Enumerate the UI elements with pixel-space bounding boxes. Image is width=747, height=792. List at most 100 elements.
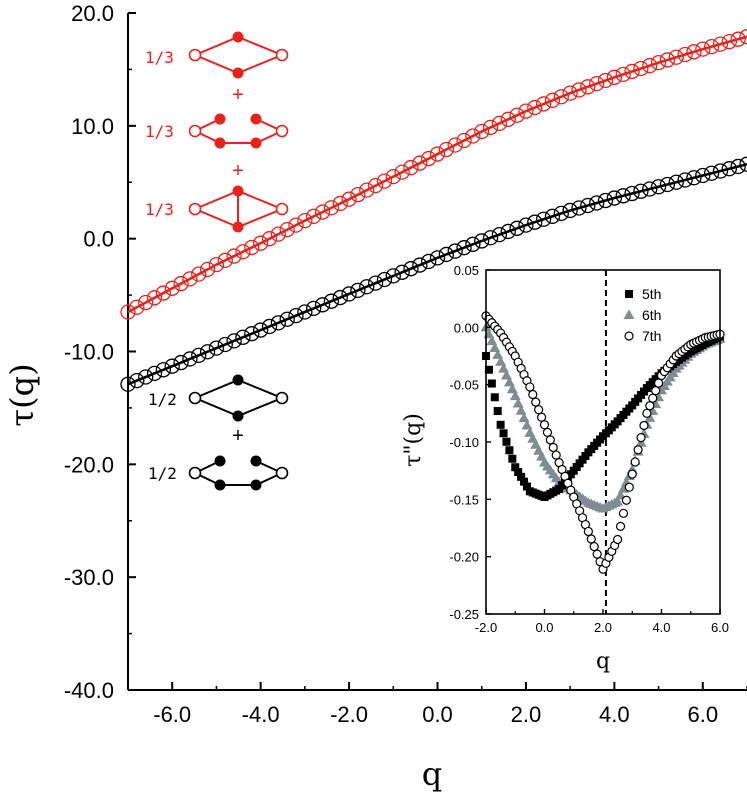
- inset-7th-point: [651, 386, 661, 396]
- series-black-point: [500, 223, 516, 240]
- atom-filled: [232, 374, 244, 386]
- series-red-point: [562, 85, 578, 101]
- atom-filled: [214, 479, 226, 491]
- bond-path: [192, 460, 285, 486]
- main-axes: [127, 12, 747, 691]
- inset-y-axis-title: τ"(q): [401, 413, 426, 467]
- series-black-point: [146, 365, 163, 382]
- atom-filled: [232, 67, 244, 79]
- series-black-point: [695, 167, 711, 184]
- series-black-point: [438, 246, 454, 263]
- series-black-point: [164, 358, 180, 374]
- series-black-point: [288, 307, 304, 324]
- series-black-point: [615, 188, 631, 204]
- inset-7th-point: [531, 397, 541, 407]
- series-black-point: [350, 282, 366, 298]
- series-black-point: [739, 156, 747, 172]
- series-red-point: [208, 256, 225, 273]
- inset-5th-point: [499, 429, 508, 438]
- series-black-point: [403, 261, 419, 277]
- series-red-point: [597, 72, 614, 89]
- series-red-point: [306, 208, 322, 224]
- series-red-point: [138, 294, 154, 311]
- series-black-point: [686, 170, 702, 186]
- series-red-point: [226, 248, 242, 264]
- inset-y-tick-label: -0.10: [449, 435, 479, 450]
- series-black-point: [332, 289, 348, 306]
- series-red-point: [270, 226, 286, 242]
- series-black-point: [597, 192, 614, 209]
- inset-7th-point: [525, 382, 535, 392]
- series-black-point: [252, 322, 269, 338]
- series-black-point: [553, 205, 569, 222]
- inset-y-tick-label: -0.20: [449, 550, 479, 565]
- series-red-point: [633, 60, 649, 77]
- plus-sign: +: [232, 160, 244, 182]
- inset-7th-point: [645, 401, 655, 411]
- series-red-point: [624, 63, 640, 80]
- fraction-label: 1/3: [145, 122, 174, 141]
- series-red-point: [350, 187, 366, 203]
- series-red-point: [244, 239, 260, 256]
- series-black-point: [270, 315, 286, 331]
- inset-5th-point: [484, 365, 493, 374]
- inset-x-tick-label: 6.0: [711, 620, 729, 635]
- atom-open: [188, 48, 202, 62]
- inset-5th-point: [520, 477, 529, 486]
- main-tick-labels: -6.0 -4.0 -2.0 0.0 2.0 4.0 6.0 -40.0 -30.0 -20.0 -…: [64, 1, 718, 727]
- atom-filled: [232, 185, 244, 197]
- inset-6th-point: [612, 496, 624, 506]
- inset-legend: 5th 6th 7th: [623, 286, 661, 344]
- series-black-point: [279, 311, 295, 327]
- series-red-point: [314, 204, 331, 220]
- molecule-diagram: [188, 31, 289, 79]
- atom-filled: [214, 455, 226, 467]
- inset-y-tick-label: 0.00: [454, 320, 479, 335]
- inset-6th-point: [512, 397, 524, 408]
- inset-7th-point: [583, 526, 593, 537]
- inset-6th-point: [492, 349, 504, 359]
- series-red-point: [279, 221, 295, 238]
- series-red-point: [730, 31, 746, 47]
- series-red-point: [421, 150, 437, 167]
- atom-open: [275, 48, 289, 62]
- series-black-point: [226, 333, 242, 349]
- series-red-point: [412, 155, 428, 171]
- molecule-diagram: [188, 374, 289, 422]
- legend-label-6th: 6th: [642, 307, 661, 323]
- series-black-point: [235, 329, 251, 345]
- main-x-tick-label: 6.0: [687, 702, 718, 727]
- atom-filled: [232, 221, 244, 233]
- inset-7th-point: [548, 442, 558, 453]
- series-black-point: [199, 344, 216, 360]
- atom-open: [275, 124, 289, 138]
- series-black-point: [535, 211, 552, 227]
- inset-6th-point: [495, 356, 507, 366]
- series-black-point: [571, 200, 587, 216]
- atom-open: [275, 202, 289, 216]
- inset-tick-labels: -2.0 0.0 2.0 4.0 6.0 0.05 0.00 -0.05 -0.10 -0.15 -…: [449, 263, 729, 635]
- inset-x-tick-label: 4.0: [652, 620, 670, 635]
- inset-6th-point: [515, 405, 527, 415]
- main-y-tick-label: 20.0: [71, 1, 114, 26]
- series-red-point: [403, 159, 419, 176]
- series-red-point: [341, 191, 357, 207]
- inset-axes: [485, 269, 721, 615]
- series-black-point: [182, 351, 198, 367]
- series-black-point: [155, 362, 172, 378]
- series-black-point: [580, 197, 596, 214]
- series-red-point: [677, 46, 693, 63]
- series-red-point: [518, 103, 534, 119]
- series-black-point: [624, 185, 640, 202]
- series-black-point: [544, 208, 561, 224]
- inset-7th-point: [613, 534, 623, 545]
- series-black-point: [474, 233, 490, 249]
- series-black-point: [527, 214, 543, 230]
- series-black-point: [359, 279, 375, 295]
- series-black-point: [129, 372, 145, 389]
- main-y-tick-label: -10.0: [64, 340, 114, 365]
- atom-open: [188, 124, 202, 138]
- series-red-point: [332, 195, 348, 212]
- series-red-point: [668, 49, 684, 65]
